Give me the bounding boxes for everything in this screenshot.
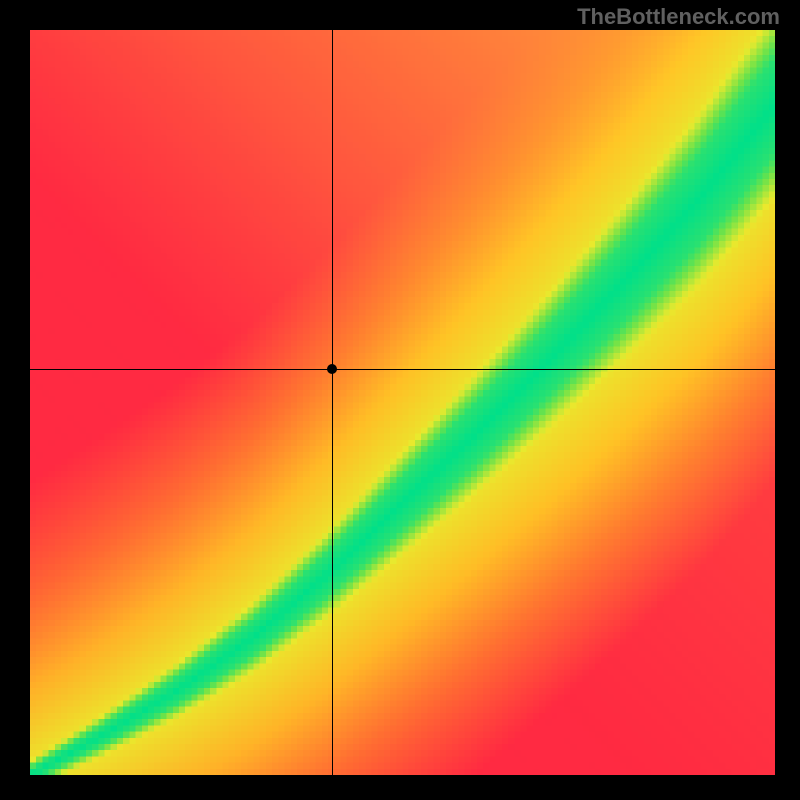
heatmap-plot	[30, 30, 775, 775]
crosshair-marker	[327, 364, 337, 374]
heatmap-canvas	[30, 30, 775, 775]
crosshair-vertical	[332, 30, 333, 775]
crosshair-horizontal	[30, 369, 775, 370]
watermark-text: TheBottleneck.com	[577, 4, 780, 30]
